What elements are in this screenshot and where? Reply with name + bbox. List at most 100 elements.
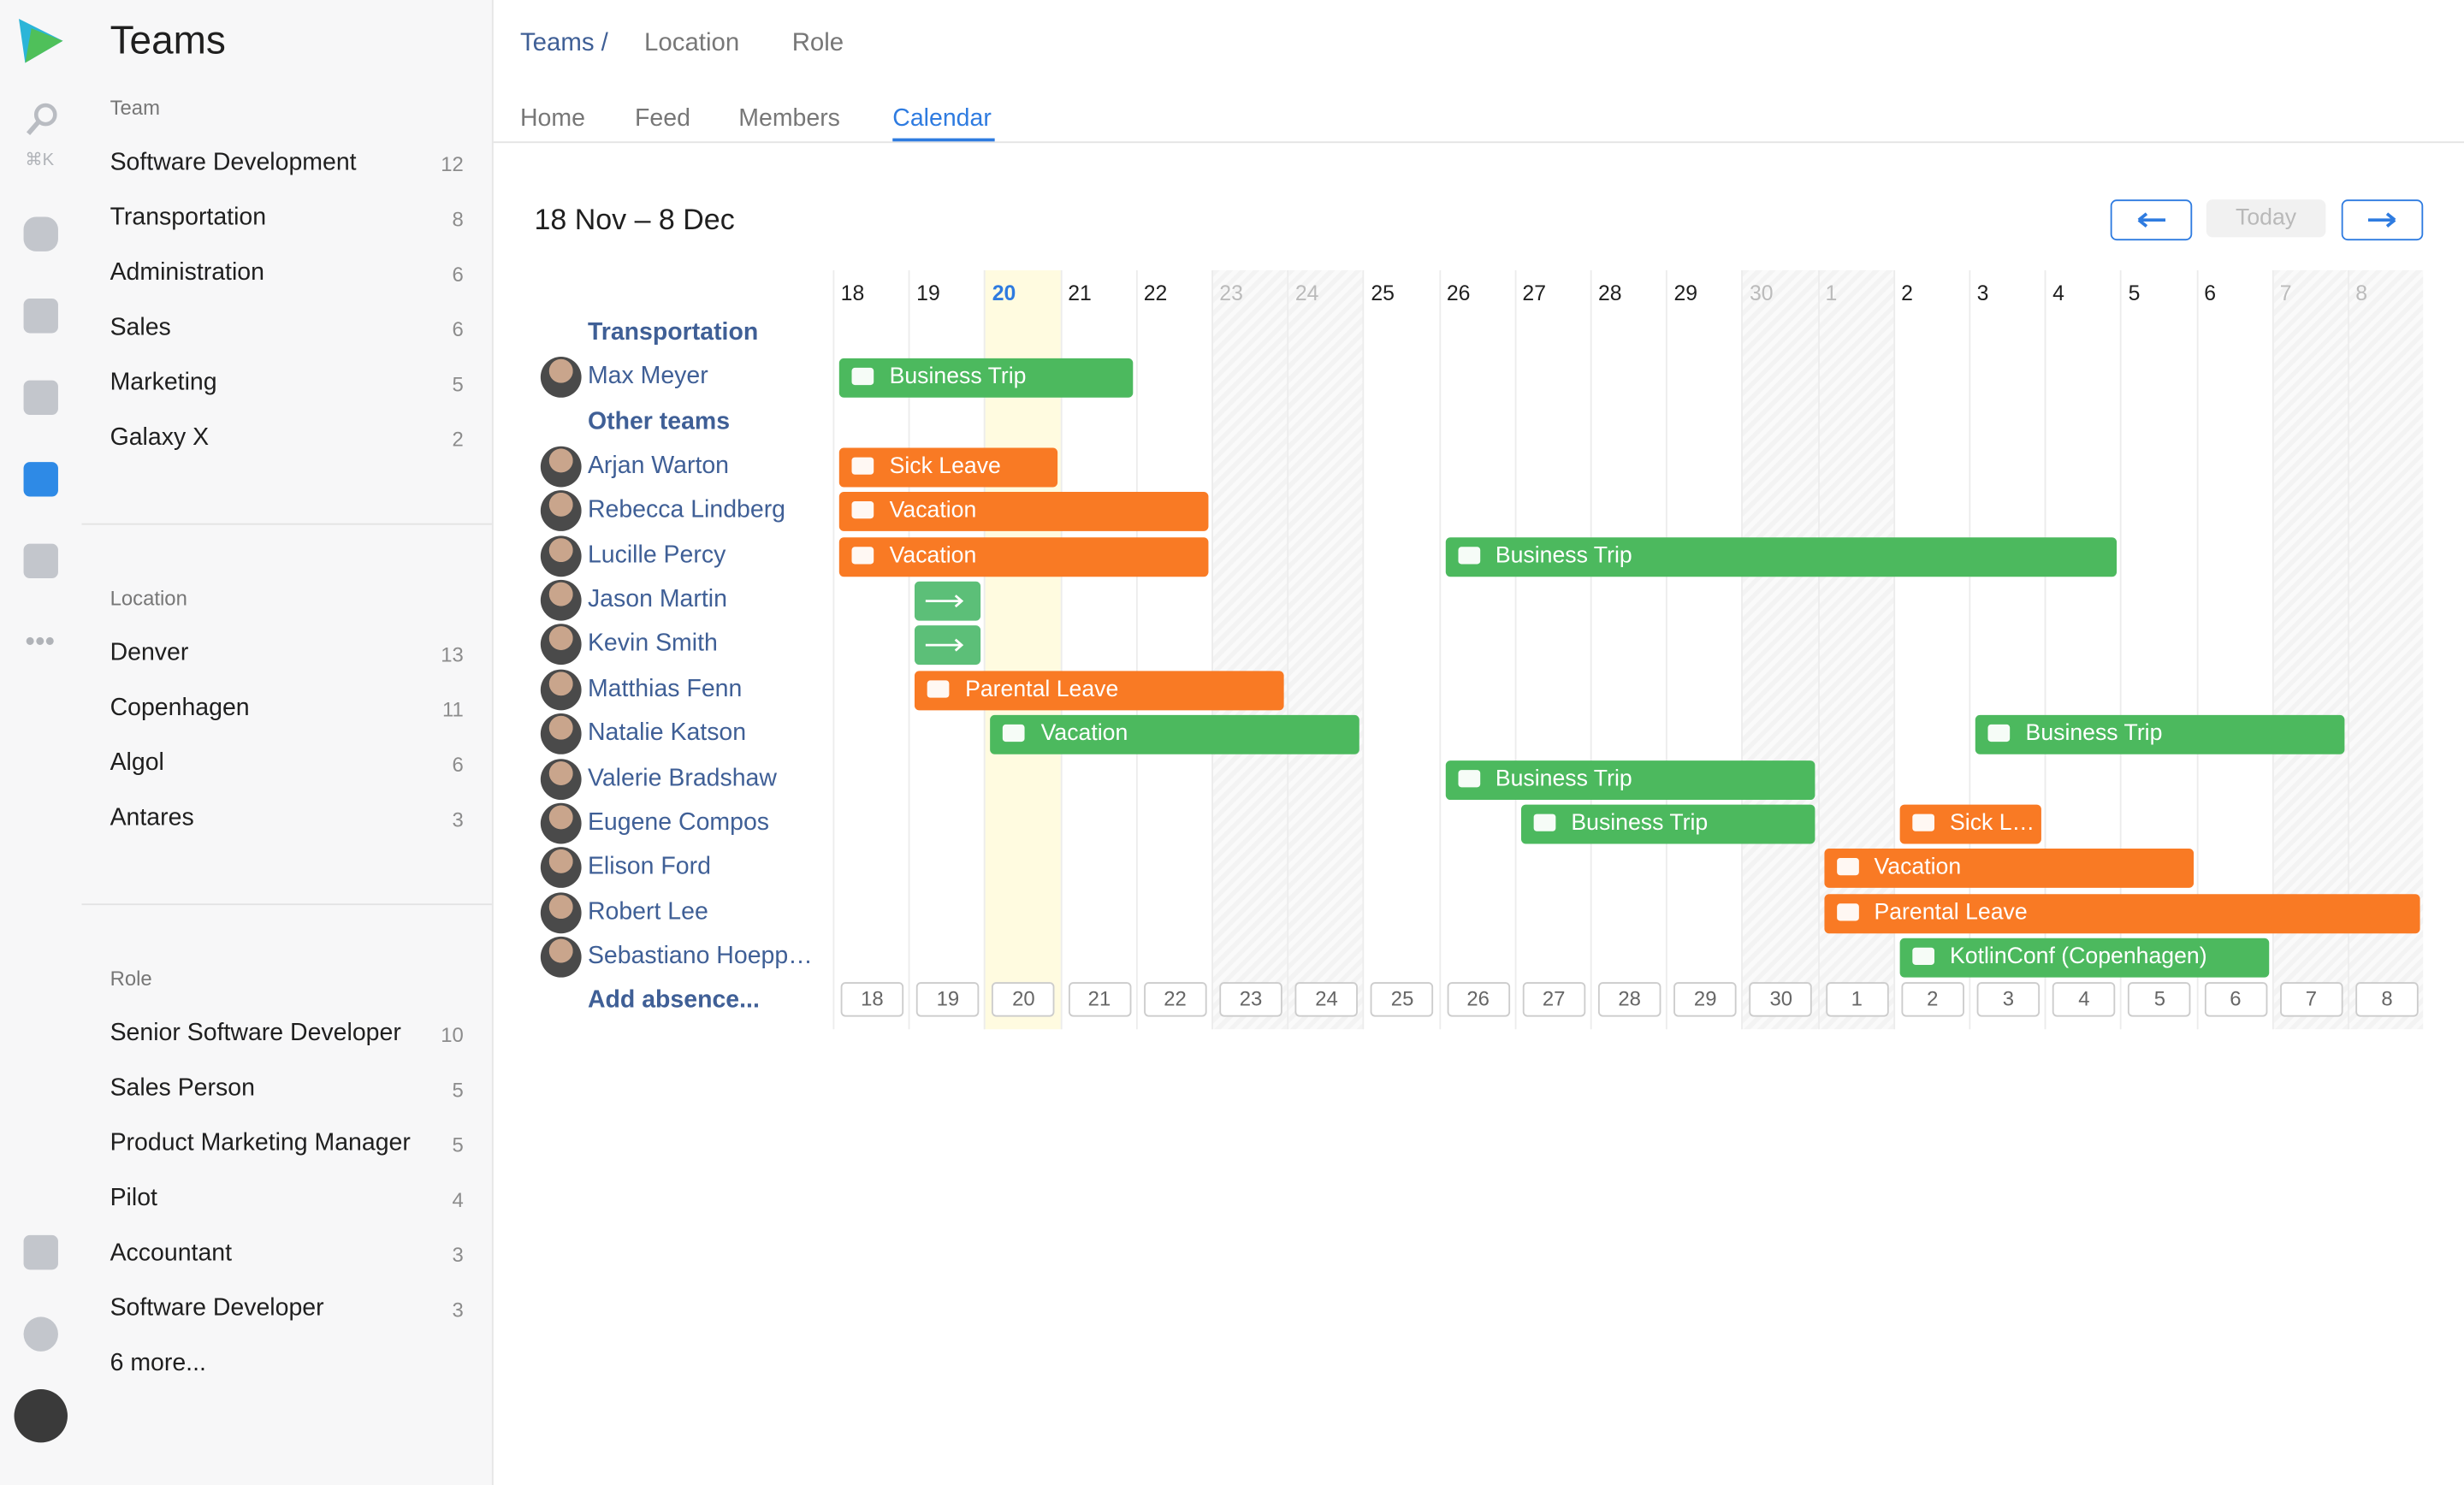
day-button[interactable]: 23 xyxy=(1219,982,1282,1017)
day-button[interactable]: 7 xyxy=(2279,982,2343,1017)
member-name[interactable]: Matthias Fenn xyxy=(587,675,743,702)
day-button[interactable]: 4 xyxy=(2052,982,2116,1017)
teams-icon[interactable] xyxy=(23,462,58,497)
sidebar-item[interactable]: Transportation xyxy=(110,204,267,232)
day-button[interactable]: 19 xyxy=(916,982,980,1017)
absence-bar[interactable]: Business Trip xyxy=(1445,536,2118,577)
announce-icon[interactable] xyxy=(23,380,58,415)
member-name[interactable]: Lucille Percy xyxy=(587,541,726,569)
day-button[interactable]: 26 xyxy=(1446,982,1510,1017)
absence-bar[interactable]: Business Trip xyxy=(1445,760,1815,800)
next-button[interactable] xyxy=(2341,199,2424,241)
avatar xyxy=(540,802,582,844)
absence-bar[interactable]: Vacation xyxy=(838,536,1209,577)
absence-bar[interactable]: KotlinConf (Copenhagen) xyxy=(1899,938,2269,978)
absence-icon xyxy=(1457,546,1480,565)
add-icon[interactable] xyxy=(23,1234,58,1270)
sidebar-item[interactable]: Sales Person xyxy=(110,1074,255,1102)
member-name[interactable]: Natalie Katson xyxy=(587,719,747,747)
tab[interactable]: Feed xyxy=(635,105,690,133)
member-name[interactable]: Robert Lee xyxy=(587,897,708,926)
day-button[interactable]: 28 xyxy=(1597,982,1661,1017)
member-name[interactable]: Max Meyer xyxy=(587,363,708,391)
user-avatar[interactable] xyxy=(14,1388,68,1443)
member-name[interactable]: Kevin Smith xyxy=(587,630,718,658)
apps-icon[interactable] xyxy=(23,299,58,334)
packages-icon[interactable] xyxy=(23,543,58,579)
absence-bar[interactable]: Vacation xyxy=(838,492,1209,532)
prev-button[interactable] xyxy=(2110,199,2193,241)
day-label: 6 xyxy=(2204,281,2216,305)
day-button[interactable]: 2 xyxy=(1901,982,1964,1017)
tab[interactable]: Members xyxy=(738,105,840,133)
absence-bar[interactable]: Business Trip xyxy=(1520,804,1815,844)
absence-label: Parental Leave xyxy=(965,677,1119,702)
absence-bar[interactable]: Vacation xyxy=(1823,849,2194,889)
item-count: 11 xyxy=(442,697,464,722)
filter-dropdown[interactable]: Location xyxy=(644,29,740,57)
day-button[interactable]: 6 xyxy=(2204,982,2267,1017)
member-name[interactable]: Sebastiano Hoepp… xyxy=(587,943,813,970)
absence-bar[interactable]: Business Trip xyxy=(838,358,1133,399)
sidebar-item[interactable]: Software Developer xyxy=(110,1294,324,1322)
absence-bar[interactable]: Business Trip xyxy=(1975,715,2345,755)
absence-bar[interactable]: Sick L… xyxy=(1899,804,2042,844)
absence-bar[interactable]: Parental Leave xyxy=(1823,893,2420,933)
day-label: 30 xyxy=(1750,281,1774,305)
absence-icon xyxy=(851,501,874,519)
day-button[interactable]: 21 xyxy=(1068,982,1131,1017)
sidebar-item[interactable]: Pilot xyxy=(110,1185,157,1212)
help-icon[interactable] xyxy=(23,1316,58,1352)
more-icon[interactable]: ••• xyxy=(25,625,56,657)
day-button[interactable]: 18 xyxy=(840,982,904,1017)
sidebar-item[interactable]: Marketing xyxy=(110,369,217,396)
sidebar-item[interactable]: Product Marketing Manager xyxy=(110,1129,411,1157)
item-count: 10 xyxy=(441,1022,464,1047)
sidebar-item[interactable]: Copenhagen xyxy=(110,694,250,722)
absence-bar[interactable]: Sick Leave xyxy=(838,447,1057,488)
tab[interactable]: Calendar xyxy=(892,105,992,133)
sidebar-item[interactable]: Senior Software Developer xyxy=(110,1020,401,1047)
day-button[interactable]: 1 xyxy=(1825,982,1889,1017)
search-icon[interactable] xyxy=(24,101,62,139)
day-button[interactable]: 29 xyxy=(1673,982,1737,1017)
sidebar-item[interactable]: Galaxy X xyxy=(110,423,210,452)
chat-icon[interactable] xyxy=(23,216,58,251)
sidebar-item[interactable]: Antares xyxy=(110,804,194,831)
member-name[interactable]: Valerie Bradshaw xyxy=(587,764,777,791)
member-name[interactable]: Jason Martin xyxy=(587,586,727,613)
sidebar-item[interactable]: Software Development xyxy=(110,149,357,176)
member-name[interactable]: Arjan Warton xyxy=(587,453,730,480)
sidebar-item[interactable]: Denver xyxy=(110,639,189,666)
member-name[interactable]: Elison Ford xyxy=(587,853,711,881)
tab[interactable]: Home xyxy=(519,105,585,133)
absence-bar[interactable] xyxy=(915,581,981,621)
day-button[interactable]: 5 xyxy=(2128,982,2192,1017)
sidebar-item[interactable]: Administration xyxy=(110,259,264,287)
sidebar-item[interactable]: Sales xyxy=(110,314,171,341)
more-link[interactable]: 6 more... xyxy=(110,1350,206,1377)
filter-dropdown[interactable]: Role xyxy=(791,29,844,57)
add-absence[interactable]: Add absence... xyxy=(587,986,760,1014)
sidebar-item[interactable]: Accountant xyxy=(110,1239,233,1267)
avatar xyxy=(540,758,582,800)
day-button[interactable]: 22 xyxy=(1143,982,1207,1017)
day-button[interactable]: 20 xyxy=(992,982,1056,1017)
sidebar-item[interactable]: Algol xyxy=(110,749,164,777)
day-button[interactable]: 24 xyxy=(1294,982,1359,1017)
day-button[interactable]: 30 xyxy=(1750,982,1813,1017)
logo[interactable] xyxy=(15,15,66,66)
breadcrumb[interactable]: Teams / xyxy=(519,29,608,57)
member-name[interactable]: Rebecca Lindberg xyxy=(587,497,786,524)
day-label: 27 xyxy=(1522,281,1547,305)
day-button[interactable]: 25 xyxy=(1371,982,1434,1017)
day-button[interactable]: 27 xyxy=(1522,982,1585,1017)
today-button[interactable]: Today xyxy=(2206,199,2326,238)
absence-bar[interactable] xyxy=(915,625,981,666)
member-name[interactable]: Eugene Compos xyxy=(587,808,770,837)
day-button[interactable]: 8 xyxy=(2355,982,2419,1017)
day-column xyxy=(1969,269,2045,1030)
absence-bar[interactable]: Vacation xyxy=(990,715,1360,755)
day-button[interactable]: 3 xyxy=(1976,982,2040,1017)
absence-bar[interactable]: Parental Leave xyxy=(915,671,1284,710)
